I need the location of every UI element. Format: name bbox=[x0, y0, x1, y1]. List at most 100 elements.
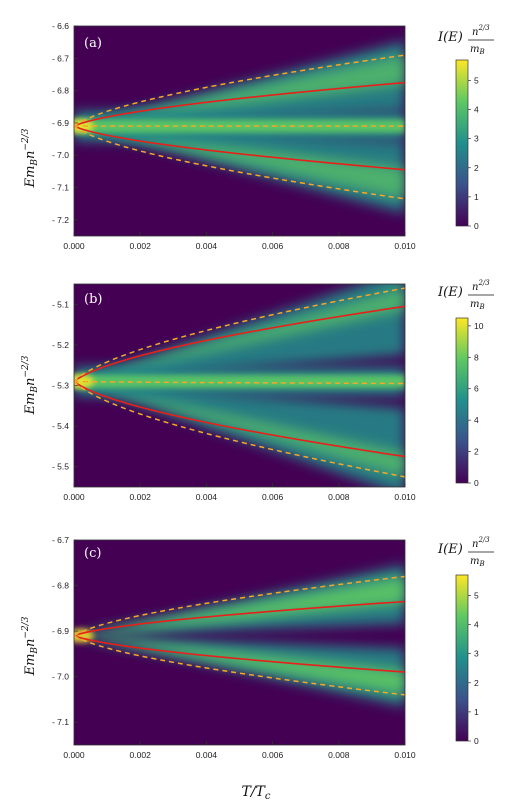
colorbar-tick-label: 4 bbox=[474, 620, 479, 630]
x-tick-label: 0.010 bbox=[394, 750, 416, 760]
y-ticks-b: - 5.1 - 5.2 - 5.3 - 5.4 - 5.5 bbox=[52, 299, 78, 472]
intensity-band bbox=[74, 284, 405, 382]
x-tick-label: 0.000 bbox=[63, 750, 85, 760]
colorbar-tick-label: 2 bbox=[474, 163, 479, 173]
y-axis-label-a: EmBn−2/3 bbox=[21, 128, 40, 188]
panel-b: (b) 0.000 0.002 0.004 0.006 0.008 0.010 - 5.1… bbox=[21, 274, 494, 502]
colorbar-tick-label: 8 bbox=[474, 352, 479, 362]
heatmap-intensity bbox=[74, 564, 405, 707]
central-band-core bbox=[74, 375, 405, 388]
y-tick-label: - 6.7 bbox=[52, 53, 69, 63]
x-tick-label: 0.006 bbox=[262, 492, 284, 502]
x-tick-label: 0.008 bbox=[328, 492, 350, 502]
dashed-curve-4 bbox=[74, 380, 405, 385]
y-ticks-c: - 6.7 - 6.8 - 6.9 - 7.0 - 7.1 bbox=[52, 535, 78, 727]
colorbar-tick-label: 0 bbox=[474, 736, 479, 746]
x-tick-label: 0.002 bbox=[130, 241, 152, 251]
y-tick-label: - 7.2 bbox=[52, 215, 69, 225]
x-tick-label: 0.006 bbox=[262, 750, 284, 760]
colorbar-label-a: I(E) n2/3 mB bbox=[437, 19, 494, 56]
colorbar-gradient bbox=[455, 317, 469, 484]
x-tick-label: 0.004 bbox=[196, 750, 218, 760]
x-tick-label: 0.002 bbox=[130, 750, 152, 760]
panel-label-a: (a) bbox=[84, 36, 102, 51]
colorbar-tick-label: 4 bbox=[474, 415, 479, 425]
colorbar-label-b: I(E) n2/3 mB bbox=[437, 274, 494, 311]
panel-label-b: (b) bbox=[84, 292, 102, 307]
solid-curve-1 bbox=[74, 380, 405, 458]
dashed-curve-2 bbox=[74, 575, 405, 637]
x-tick-label: 0.006 bbox=[262, 241, 284, 251]
panel-a: (a) 0.000 0.002 0.004 0.006 0.008 0.010 - 6.6… bbox=[21, 19, 494, 251]
colorbar-tick-label: 2 bbox=[474, 447, 479, 457]
solid-curve-0 bbox=[74, 305, 405, 383]
dashed-curve-3 bbox=[74, 380, 405, 478]
x-tick-label: 0.000 bbox=[63, 492, 85, 502]
x-tick-label: 0.004 bbox=[196, 492, 218, 502]
colorbar-gradient bbox=[455, 59, 469, 227]
colorbar-tick-label: 0 bbox=[474, 221, 479, 231]
colorbar-b: 0 2 4 6 8 10 bbox=[455, 317, 484, 488]
colorbar-tick-label: 3 bbox=[474, 134, 479, 144]
dashed-curve-3 bbox=[74, 635, 405, 696]
x-tick-label: 0.000 bbox=[63, 241, 85, 251]
colorbar-tick-label: 1 bbox=[474, 192, 479, 202]
y-tick-label: - 7.0 bbox=[52, 150, 69, 160]
intensity-band bbox=[74, 381, 405, 477]
plot-area-a bbox=[73, 25, 406, 237]
dashed-curve-2 bbox=[74, 287, 405, 382]
dashed-curve-2 bbox=[74, 54, 405, 127]
colorbar-tick-label: 10 bbox=[474, 321, 484, 331]
colorbar-c: 0 1 2 3 4 5 bbox=[455, 574, 479, 746]
colorbar-tick-label: 1 bbox=[474, 707, 479, 717]
colorbar-label-c: I(E) n2/3 mB bbox=[437, 531, 494, 568]
y-tick-label: - 5.4 bbox=[52, 421, 69, 431]
intensity-band bbox=[74, 564, 405, 636]
plot-frame bbox=[73, 25, 406, 237]
colorbar-tick-label: 0 bbox=[474, 478, 479, 488]
y-tick-label: - 5.2 bbox=[52, 340, 69, 350]
colorbar-a: 0 1 2 3 4 5 bbox=[455, 59, 479, 231]
x-ticks-c: 0.000 0.002 0.004 0.006 0.008 0.010 bbox=[63, 741, 416, 760]
y-tick-label: - 7.0 bbox=[52, 672, 69, 682]
plot-frame bbox=[73, 539, 406, 746]
x-tick-label: 0.008 bbox=[328, 241, 350, 251]
panel-label-c: (c) bbox=[84, 546, 101, 561]
x-tick-label: 0.010 bbox=[394, 492, 416, 502]
x-ticks-b: 0.000 0.002 0.004 0.006 0.008 0.010 bbox=[63, 483, 416, 502]
solid-curve-0 bbox=[74, 600, 405, 637]
x-tick-label: 0.002 bbox=[130, 492, 152, 502]
y-tick-label: - 6.9 bbox=[52, 118, 69, 128]
solid-curve-1 bbox=[74, 634, 405, 673]
y-tick-label: - 6.9 bbox=[52, 626, 69, 636]
y-tick-label: - 5.1 bbox=[52, 299, 69, 309]
y-tick-label: - 7.1 bbox=[52, 717, 69, 727]
y-ticks-a: - 6.6 - 6.7 - 6.8 - 6.9 - 7.0 - 7.1 - 7.2 bbox=[52, 21, 78, 225]
intensity-band bbox=[74, 126, 405, 214]
x-tick-label: 0.008 bbox=[328, 750, 350, 760]
y-tick-label: - 6.6 bbox=[52, 21, 69, 31]
colorbar-tick-label: 5 bbox=[474, 75, 479, 85]
y-tick-label: - 6.7 bbox=[52, 535, 69, 545]
colorbar-tick-label: 4 bbox=[474, 105, 479, 115]
dashed-curve-3 bbox=[74, 125, 405, 200]
y-axis-label-b: EmBn−2/3 bbox=[21, 355, 40, 415]
y-tick-label: - 5.3 bbox=[52, 381, 69, 391]
x-tick-label: 0.010 bbox=[394, 241, 416, 251]
x-axis-label: T/Tc bbox=[241, 784, 270, 802]
intensity-band bbox=[74, 576, 405, 636]
colorbar-tick-label: 2 bbox=[474, 678, 479, 688]
intensity-band bbox=[74, 288, 405, 382]
intensity-band bbox=[74, 126, 405, 199]
solid-curve-1 bbox=[74, 125, 405, 171]
y-axis-label-c: EmBn−2/3 bbox=[21, 616, 40, 676]
plot-area-b bbox=[73, 283, 406, 488]
intensity-band bbox=[74, 635, 405, 707]
colorbar-gradient bbox=[455, 574, 469, 742]
colorbar-tick-label: 3 bbox=[474, 649, 479, 659]
y-tick-label: - 7.1 bbox=[52, 183, 69, 193]
y-tick-label: - 5.5 bbox=[52, 462, 69, 472]
x-tick-label: 0.004 bbox=[196, 241, 218, 251]
y-tick-label: - 6.8 bbox=[52, 581, 69, 591]
panel-c: (c) 0.000 0.002 0.004 0.006 0.008 0.010 - 6.7… bbox=[21, 531, 494, 760]
